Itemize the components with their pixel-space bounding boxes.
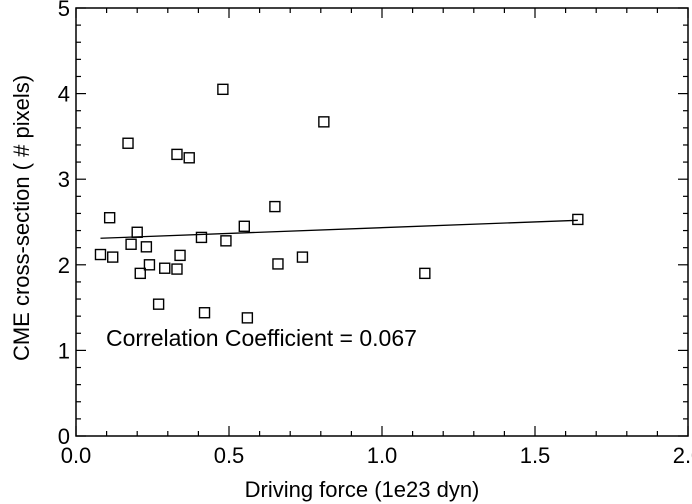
data-point bbox=[94, 248, 107, 261]
data-point bbox=[159, 262, 171, 274]
fit-line-layer bbox=[100, 219, 578, 239]
data-point bbox=[238, 220, 251, 232]
y-tick-label: 3 bbox=[58, 167, 70, 192]
data-point bbox=[171, 263, 183, 275]
x-axis-title: Driving force (1e23 dyn) bbox=[245, 477, 480, 502]
x-tick-label: 0.0 bbox=[61, 443, 92, 468]
data-point bbox=[195, 231, 208, 244]
data-point bbox=[140, 241, 153, 253]
data-point bbox=[217, 83, 229, 96]
data-point bbox=[296, 251, 309, 263]
y-tick-label: 2 bbox=[58, 253, 70, 278]
x-tick-label: 0.5 bbox=[214, 443, 245, 468]
x-tick-label: 2.0 bbox=[673, 443, 692, 468]
data-point bbox=[103, 212, 116, 224]
data-point bbox=[171, 148, 183, 161]
x-tick-label: 1.0 bbox=[367, 443, 398, 468]
y-tick-label: 1 bbox=[58, 338, 70, 363]
data-point bbox=[241, 312, 254, 324]
data-point bbox=[318, 116, 330, 128]
data-point bbox=[107, 251, 119, 263]
x-tick-label: 1.5 bbox=[520, 443, 551, 468]
data-point bbox=[198, 307, 211, 319]
y-tick-label: 5 bbox=[58, 0, 70, 21]
axes: 0.0 0.5 1.0 1.5 2.0 0 1 2 3 4 5 bbox=[58, 0, 692, 468]
y-axis-title: CME cross-section ( # pixels) bbox=[9, 75, 34, 361]
data-point bbox=[419, 267, 431, 280]
data-point bbox=[122, 137, 134, 149]
y-tick-label: 4 bbox=[58, 82, 70, 107]
data-point bbox=[131, 226, 143, 238]
data-point bbox=[125, 238, 137, 250]
data-point bbox=[174, 249, 186, 262]
data-point bbox=[143, 259, 156, 271]
data-point bbox=[220, 235, 232, 247]
correlation-annotation: Correlation Coefficient = 0.067 bbox=[106, 325, 417, 351]
data-point bbox=[269, 200, 281, 213]
data-point bbox=[272, 258, 284, 270]
data-point bbox=[134, 267, 146, 280]
data-point bbox=[572, 213, 584, 226]
y-tick-label: 0 bbox=[58, 424, 70, 449]
data-point bbox=[152, 298, 165, 310]
data-point bbox=[183, 152, 195, 164]
fit-line bbox=[100, 219, 578, 239]
data-points bbox=[94, 83, 584, 324]
